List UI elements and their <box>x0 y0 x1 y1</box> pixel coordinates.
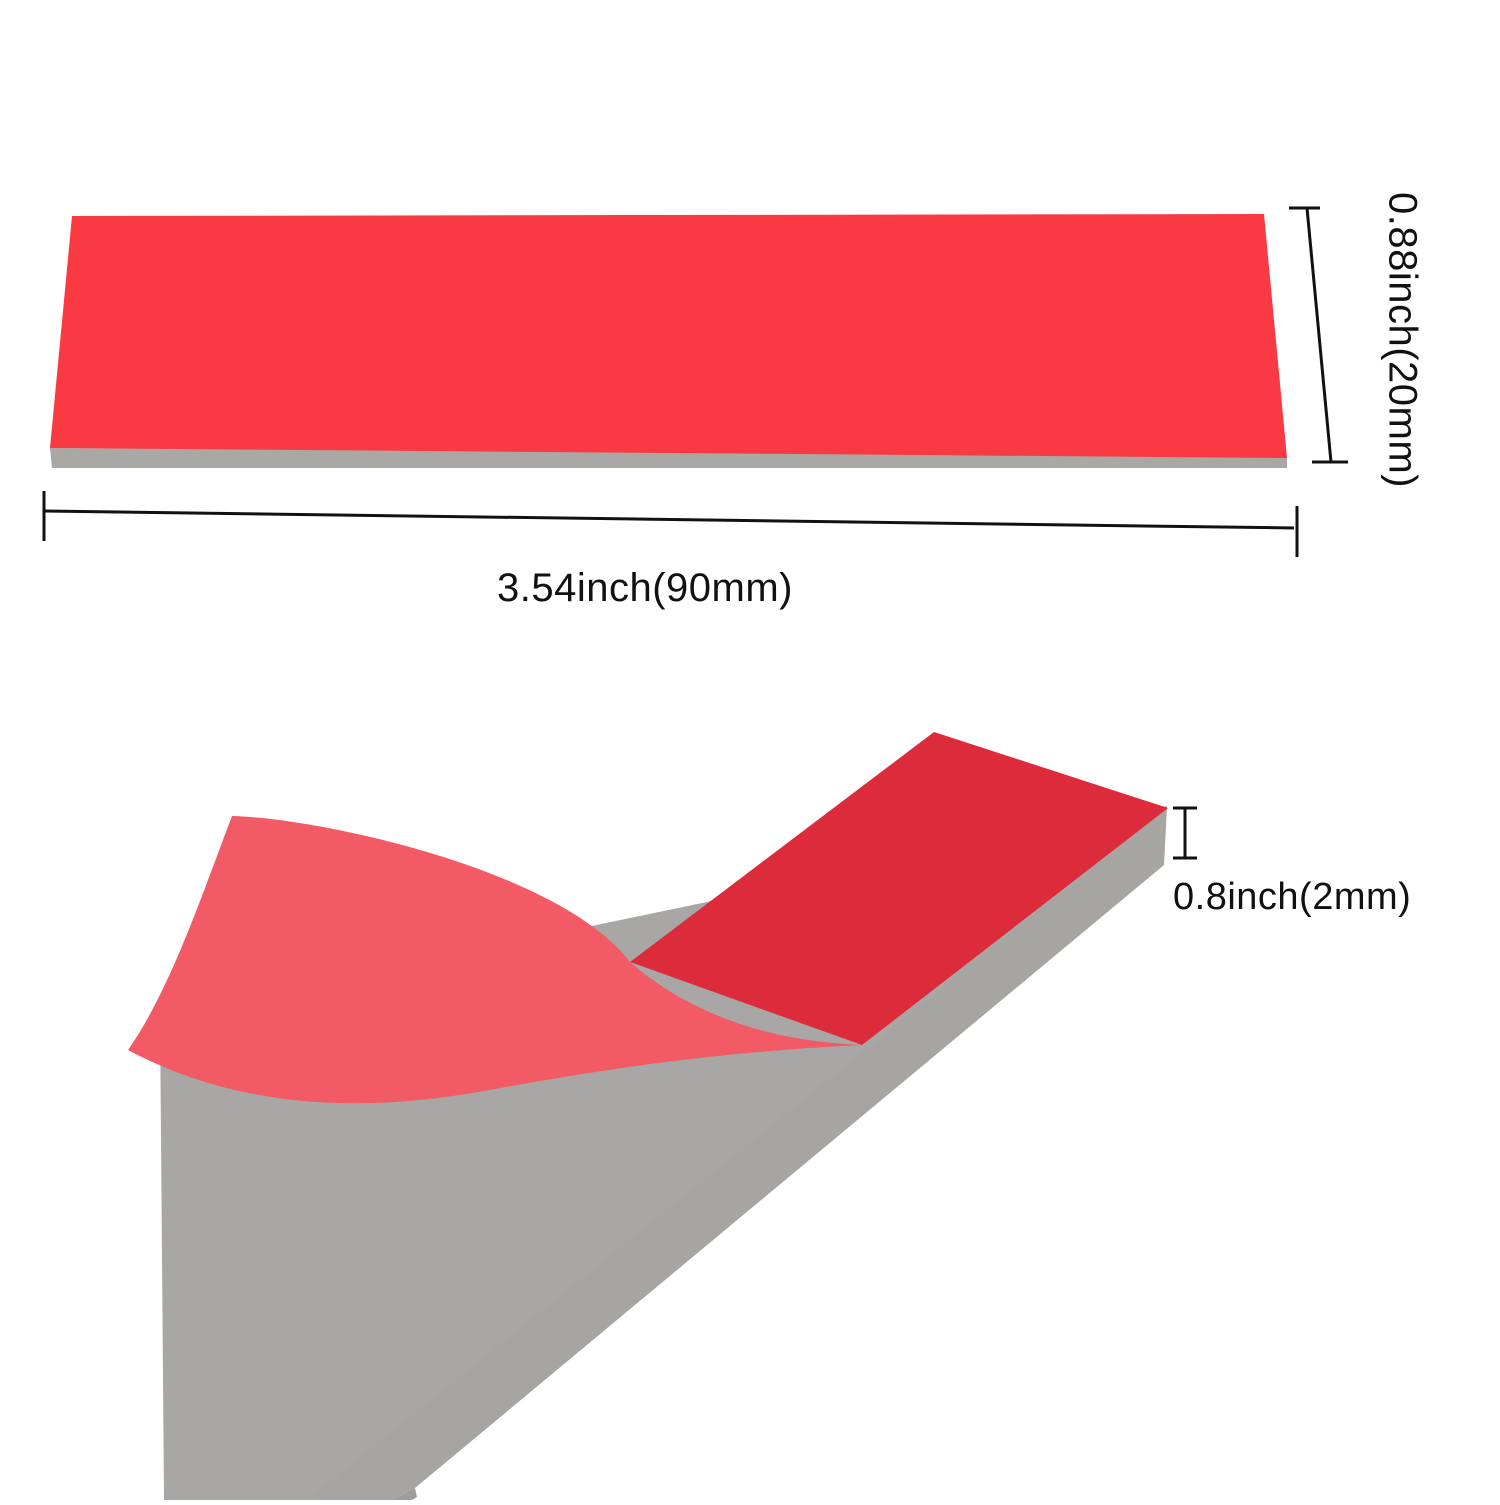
thickness-dimension-label: 0.8inch(2mm) <box>1173 876 1412 918</box>
perspective-view-tape-strip <box>128 732 1168 1505</box>
foam-side-face <box>300 807 1167 1505</box>
top-strip-red-liner <box>50 214 1287 458</box>
attached-red-liner <box>630 732 1168 1045</box>
width-dimension-label: 3.54inch(90mm) <box>497 566 794 610</box>
height-dimension-line <box>1289 206 1348 464</box>
top-strip-foam-edge <box>50 448 1287 468</box>
peeled-red-liner <box>128 816 862 1104</box>
top-view-tape-strip <box>50 214 1287 468</box>
thickness-dimension-line <box>1173 806 1197 860</box>
width-dimension-line <box>42 491 1299 557</box>
height-dimension-label: 0.88inch(20mm) <box>1380 191 1425 489</box>
